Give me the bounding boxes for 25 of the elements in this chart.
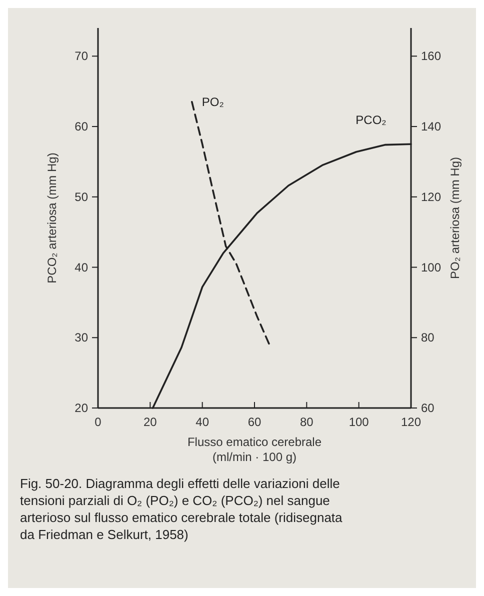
- y-tick-label: 50: [74, 190, 88, 204]
- y-tick-label: 20: [74, 401, 88, 415]
- series-label: PO₂: [202, 94, 224, 109]
- x-tick-label: 100: [348, 415, 370, 429]
- y-tick-label: 40: [74, 260, 88, 274]
- y-axis-title: PCO₂ arteriosa (mm Hg): [45, 152, 59, 284]
- series-label: PCO₂: [356, 113, 387, 128]
- caption: Fig. 50-20. Diagramma degli effetti delle variazioni delle tensioni parziali di O₂ (PO₂) e CO₂ (PCO₂) nel sangue arterioso sul flusso ematico cerebrale totale (ridisegnata da Friedman e Selkurt, 1958): [20, 476, 344, 542]
- y2-tick-label: 60: [421, 401, 435, 415]
- x-tick-label: 60: [248, 415, 262, 429]
- x-tick-label: 0: [94, 415, 102, 429]
- y-tick-label: 30: [74, 330, 88, 345]
- y2-tick-label: 140: [421, 120, 442, 134]
- y-tick-label: 60: [74, 120, 88, 134]
- x-axis-title: Flusso ematico cerebrale (ml/min · 100 g): [187, 435, 322, 464]
- x-tick-label: 20: [143, 415, 158, 429]
- y2-tick-label: 160: [421, 49, 442, 64]
- y2-tick-label: 80: [421, 330, 435, 345]
- y2-tick-label: 100: [421, 260, 442, 274]
- y2-axis-title: PO₂ arteriosa (mm Hg): [448, 156, 462, 280]
- x-tick-label: 40: [196, 415, 210, 429]
- x-tick-label: 120: [400, 415, 422, 429]
- x-tick-label: 80: [300, 415, 314, 429]
- y2-tick-label: 120: [421, 190, 442, 204]
- y-tick-label: 70: [74, 49, 88, 64]
